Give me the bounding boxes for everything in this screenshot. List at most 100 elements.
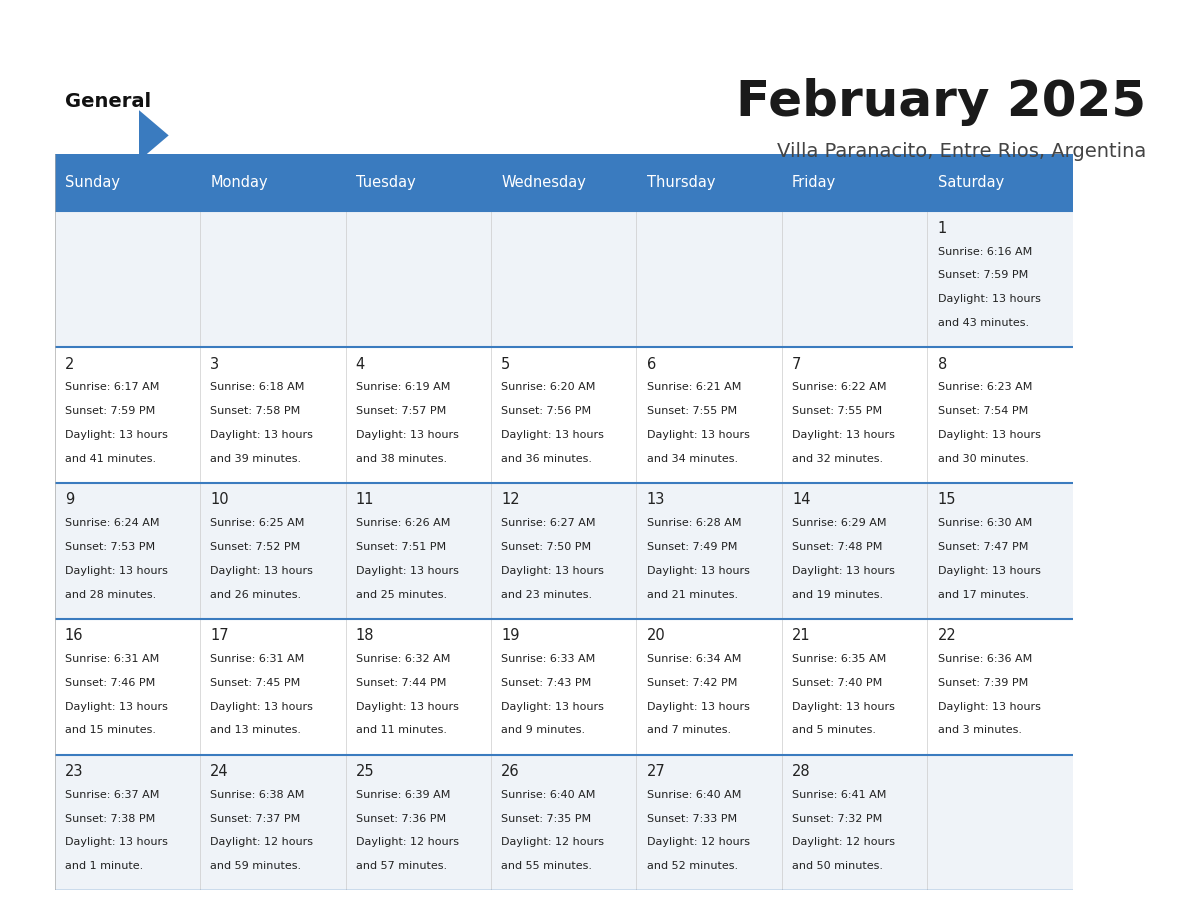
Text: Sunrise: 6:16 AM: Sunrise: 6:16 AM xyxy=(937,247,1031,257)
Text: Sunrise: 6:20 AM: Sunrise: 6:20 AM xyxy=(501,383,595,392)
Text: 20: 20 xyxy=(646,628,665,644)
Text: Sunset: 7:32 PM: Sunset: 7:32 PM xyxy=(792,813,883,823)
Text: Sunrise: 6:18 AM: Sunrise: 6:18 AM xyxy=(210,383,304,392)
Text: 27: 27 xyxy=(646,764,665,779)
Text: Sunset: 7:55 PM: Sunset: 7:55 PM xyxy=(646,406,737,416)
Text: Sunset: 7:53 PM: Sunset: 7:53 PM xyxy=(65,542,154,552)
Text: and 26 minutes.: and 26 minutes. xyxy=(210,589,302,599)
Text: Sunset: 7:50 PM: Sunset: 7:50 PM xyxy=(501,542,592,552)
Text: Thursday: Thursday xyxy=(646,175,715,190)
Bar xyxy=(200,154,346,211)
Text: 6: 6 xyxy=(646,356,656,372)
Text: 24: 24 xyxy=(210,764,229,779)
Text: Daylight: 13 hours: Daylight: 13 hours xyxy=(501,701,604,711)
Text: Daylight: 13 hours: Daylight: 13 hours xyxy=(210,701,314,711)
Text: and 57 minutes.: and 57 minutes. xyxy=(355,861,447,871)
Text: and 15 minutes.: and 15 minutes. xyxy=(65,725,156,735)
Text: and 32 minutes.: and 32 minutes. xyxy=(792,453,883,464)
Text: and 34 minutes.: and 34 minutes. xyxy=(646,453,738,464)
Text: and 1 minute.: and 1 minute. xyxy=(65,861,143,871)
Bar xyxy=(55,483,1073,619)
Text: Sunrise: 6:31 AM: Sunrise: 6:31 AM xyxy=(210,655,304,664)
Text: 8: 8 xyxy=(937,356,947,372)
Text: Sunset: 7:44 PM: Sunset: 7:44 PM xyxy=(355,677,447,688)
Text: Monday: Monday xyxy=(210,175,268,190)
Text: Sunset: 7:45 PM: Sunset: 7:45 PM xyxy=(210,677,301,688)
Text: Sunrise: 6:36 AM: Sunrise: 6:36 AM xyxy=(937,655,1031,664)
Text: Daylight: 13 hours: Daylight: 13 hours xyxy=(937,565,1041,576)
Text: Daylight: 13 hours: Daylight: 13 hours xyxy=(65,701,168,711)
Text: 11: 11 xyxy=(355,492,374,508)
Text: Daylight: 13 hours: Daylight: 13 hours xyxy=(792,701,895,711)
Text: Daylight: 12 hours: Daylight: 12 hours xyxy=(646,837,750,847)
Text: Villa Paranacito, Entre Rios, Argentina: Villa Paranacito, Entre Rios, Argentina xyxy=(777,142,1146,162)
Text: February 2025: February 2025 xyxy=(737,78,1146,126)
Text: and 11 minutes.: and 11 minutes. xyxy=(355,725,447,735)
Text: and 3 minutes.: and 3 minutes. xyxy=(937,725,1022,735)
Text: Daylight: 12 hours: Daylight: 12 hours xyxy=(501,837,605,847)
Text: Sunrise: 6:21 AM: Sunrise: 6:21 AM xyxy=(646,383,741,392)
Text: Sunrise: 6:40 AM: Sunrise: 6:40 AM xyxy=(646,790,741,800)
Text: Daylight: 12 hours: Daylight: 12 hours xyxy=(355,837,459,847)
Text: and 38 minutes.: and 38 minutes. xyxy=(355,453,447,464)
Text: and 30 minutes.: and 30 minutes. xyxy=(937,453,1029,464)
Text: 28: 28 xyxy=(792,764,810,779)
Text: and 50 minutes.: and 50 minutes. xyxy=(792,861,883,871)
Bar xyxy=(55,154,200,211)
Text: 22: 22 xyxy=(937,628,956,644)
Text: Sunset: 7:35 PM: Sunset: 7:35 PM xyxy=(501,813,592,823)
Text: Sunset: 7:59 PM: Sunset: 7:59 PM xyxy=(937,271,1028,280)
Text: 21: 21 xyxy=(792,628,810,644)
Text: Sunrise: 6:33 AM: Sunrise: 6:33 AM xyxy=(501,655,595,664)
Text: Daylight: 12 hours: Daylight: 12 hours xyxy=(210,837,314,847)
Bar xyxy=(782,154,928,211)
Text: and 36 minutes.: and 36 minutes. xyxy=(501,453,592,464)
Text: Daylight: 13 hours: Daylight: 13 hours xyxy=(355,430,459,440)
Text: Sunrise: 6:24 AM: Sunrise: 6:24 AM xyxy=(65,519,159,528)
Text: Sunrise: 6:35 AM: Sunrise: 6:35 AM xyxy=(792,655,886,664)
Text: Daylight: 13 hours: Daylight: 13 hours xyxy=(355,565,459,576)
Text: Sunrise: 6:31 AM: Sunrise: 6:31 AM xyxy=(65,655,159,664)
Text: 10: 10 xyxy=(210,492,229,508)
Text: Tuesday: Tuesday xyxy=(355,175,416,190)
Text: Sunrise: 6:40 AM: Sunrise: 6:40 AM xyxy=(501,790,595,800)
Text: 13: 13 xyxy=(646,492,665,508)
Text: Sunset: 7:37 PM: Sunset: 7:37 PM xyxy=(210,813,301,823)
Text: Daylight: 13 hours: Daylight: 13 hours xyxy=(937,430,1041,440)
Text: Sunrise: 6:32 AM: Sunrise: 6:32 AM xyxy=(355,655,450,664)
Text: 18: 18 xyxy=(355,628,374,644)
Text: and 17 minutes.: and 17 minutes. xyxy=(937,589,1029,599)
Text: Daylight: 13 hours: Daylight: 13 hours xyxy=(792,430,895,440)
Text: Sunset: 7:38 PM: Sunset: 7:38 PM xyxy=(65,813,156,823)
Text: Wednesday: Wednesday xyxy=(501,175,586,190)
Text: 5: 5 xyxy=(501,356,511,372)
Text: Sunrise: 6:25 AM: Sunrise: 6:25 AM xyxy=(210,519,304,528)
Text: Sunset: 7:57 PM: Sunset: 7:57 PM xyxy=(355,406,446,416)
Text: Sunrise: 6:19 AM: Sunrise: 6:19 AM xyxy=(355,383,450,392)
Text: and 7 minutes.: and 7 minutes. xyxy=(646,725,731,735)
Text: Sunset: 7:46 PM: Sunset: 7:46 PM xyxy=(65,677,156,688)
Text: Sunset: 7:59 PM: Sunset: 7:59 PM xyxy=(65,406,156,416)
Text: Sunrise: 6:30 AM: Sunrise: 6:30 AM xyxy=(937,519,1031,528)
Text: Daylight: 13 hours: Daylight: 13 hours xyxy=(646,565,750,576)
Text: and 23 minutes.: and 23 minutes. xyxy=(501,589,593,599)
Text: Daylight: 13 hours: Daylight: 13 hours xyxy=(210,430,314,440)
Text: Sunrise: 6:26 AM: Sunrise: 6:26 AM xyxy=(355,519,450,528)
Text: Daylight: 13 hours: Daylight: 13 hours xyxy=(646,430,750,440)
Text: and 13 minutes.: and 13 minutes. xyxy=(210,725,302,735)
Text: 15: 15 xyxy=(937,492,956,508)
Text: and 39 minutes.: and 39 minutes. xyxy=(210,453,302,464)
Text: 26: 26 xyxy=(501,764,520,779)
Bar xyxy=(637,154,782,211)
Text: Sunset: 7:54 PM: Sunset: 7:54 PM xyxy=(937,406,1028,416)
Text: and 52 minutes.: and 52 minutes. xyxy=(646,861,738,871)
Text: 25: 25 xyxy=(355,764,374,779)
Text: Sunrise: 6:23 AM: Sunrise: 6:23 AM xyxy=(937,383,1032,392)
Bar xyxy=(55,211,1073,347)
Text: Daylight: 13 hours: Daylight: 13 hours xyxy=(937,294,1041,304)
Text: and 21 minutes.: and 21 minutes. xyxy=(646,589,738,599)
Text: Sunset: 7:55 PM: Sunset: 7:55 PM xyxy=(792,406,883,416)
Text: Sunrise: 6:22 AM: Sunrise: 6:22 AM xyxy=(792,383,886,392)
Text: Sunrise: 6:41 AM: Sunrise: 6:41 AM xyxy=(792,790,886,800)
Text: 17: 17 xyxy=(210,628,229,644)
